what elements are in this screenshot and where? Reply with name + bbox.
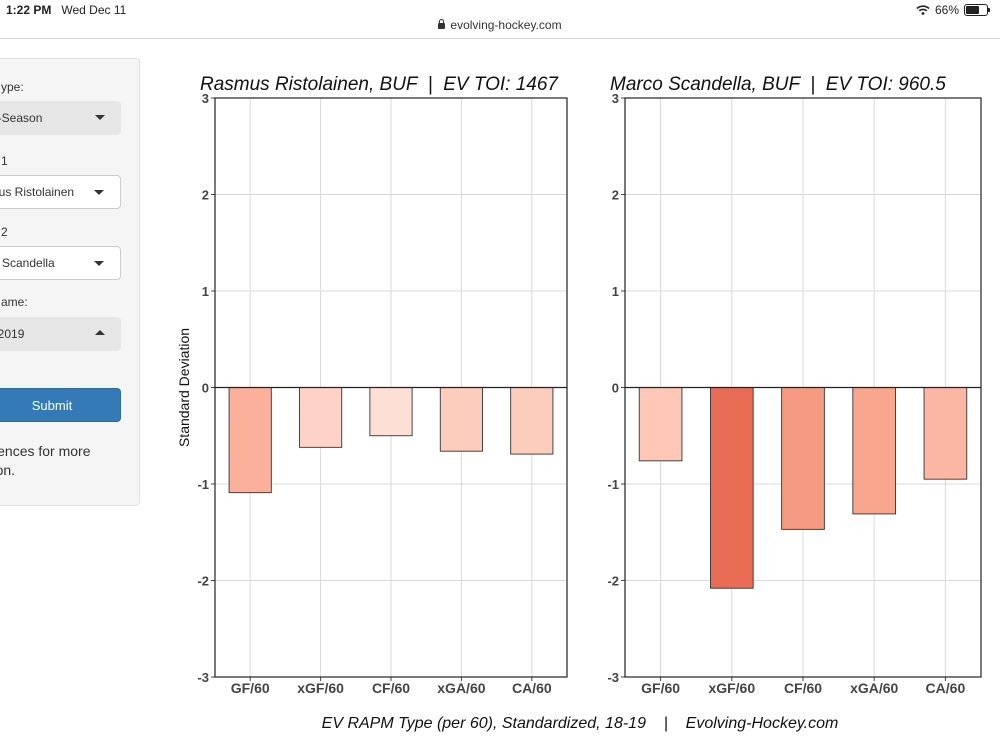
bar-xga-60 (852, 387, 897, 515)
battery-fill (966, 6, 980, 14)
y-tick-label: 1 (202, 284, 209, 299)
y-tick-label: -1 (197, 477, 209, 492)
status-bar: 1:22 PM Wed Dec 11 66% (0, 0, 1000, 20)
references-note: eferences for more nation. (0, 442, 133, 480)
references-note-line1: eferences for more (0, 443, 91, 459)
player2-select-value: o Scandella (0, 256, 55, 270)
player1-label: 1 (1, 154, 8, 168)
references-note-line2: nation. (0, 462, 16, 478)
chart-caption: EV RAPM Type (per 60), Standardized, 18-… (321, 715, 839, 732)
x-tick-label: GF/60 (641, 680, 680, 696)
bar-xgf-60 (299, 387, 343, 448)
type-label: ype: (1, 80, 24, 94)
x-tick-label: CA/60 (926, 680, 966, 696)
x-tick-label: CA/60 (512, 680, 552, 696)
sidebar-panel: ype: e-Season 1 nus Ristolainen 2 o Scan… (0, 58, 140, 506)
y-tick-label: 1 (612, 284, 619, 299)
bar-xga-60 (439, 387, 483, 452)
plot-frame (624, 97, 982, 678)
status-date: Wed Dec 11 (61, 3, 127, 17)
submit-button[interactable]: Submit (0, 388, 121, 422)
y-tick-label: -1 (607, 477, 619, 492)
y-tick-label: 3 (612, 91, 619, 106)
chart-title: Rasmus Ristolainen, BUF | EV TOI: 1467 (200, 74, 559, 95)
url-text: evolving-hockey.com (450, 18, 562, 32)
bar-ca-60 (923, 387, 968, 480)
plot-frame (214, 97, 568, 678)
battery-percent: 66% (934, 3, 959, 17)
status-time: 1:22 PM (6, 3, 52, 17)
chevron-up-icon (95, 330, 105, 335)
bar-cf-60 (369, 387, 413, 437)
status-time-date: 1:22 PM Wed Dec 11 (6, 3, 126, 17)
player2-select[interactable]: o Scandella (0, 246, 121, 280)
y-tick-label: 0 (612, 381, 619, 396)
timeframe-label: ame: (1, 295, 28, 309)
y-tick-label: 2 (612, 188, 619, 203)
chevron-down-icon (95, 115, 105, 120)
bar-ca-60 (510, 387, 554, 455)
type-select[interactable]: e-Season (0, 101, 121, 135)
timeframe-select[interactable]: 82019 (0, 317, 121, 351)
chevron-down-icon (94, 190, 104, 195)
x-tick-label: CF/60 (784, 680, 822, 696)
lock-icon (438, 19, 446, 29)
bar-gf-60 (638, 387, 683, 462)
y-tick-label: -2 (607, 574, 619, 589)
y-tick-label: -3 (607, 670, 619, 685)
x-tick-label: GF/60 (231, 680, 270, 696)
timeframe-select-value: 82019 (0, 327, 25, 341)
player2-label: 2 (1, 225, 8, 239)
x-tick-label: xGA/60 (437, 680, 485, 696)
chart-title: Marco Scandella, BUF | EV TOI: 960.5 (610, 74, 946, 95)
status-right: 66% (916, 3, 990, 17)
bar-xgf-60 (709, 387, 754, 589)
x-tick-label: CF/60 (372, 680, 410, 696)
player1-select-value: nus Ristolainen (0, 185, 75, 199)
type-select-value: e-Season (0, 111, 43, 125)
y-tick-label: 0 (202, 381, 209, 396)
battery-icon (964, 4, 990, 16)
y-tick-label: 3 (202, 91, 209, 106)
y-tick-label: -2 (197, 574, 209, 589)
bar-cf-60 (781, 387, 825, 530)
y-tick-label: 2 (202, 188, 209, 203)
y-axis-label: Standard Deviation (176, 328, 192, 447)
player1-select[interactable]: nus Ristolainen (0, 175, 121, 209)
x-tick-label: xGA/60 (850, 680, 898, 696)
x-tick-label: xGF/60 (297, 680, 344, 696)
chevron-down-icon (94, 261, 104, 266)
wifi-icon (916, 5, 930, 15)
bar-gf-60 (228, 387, 272, 494)
x-tick-label: xGF/60 (708, 680, 755, 696)
address-bar[interactable]: evolving-hockey.com (0, 18, 1000, 39)
y-tick-label: -3 (197, 670, 209, 685)
